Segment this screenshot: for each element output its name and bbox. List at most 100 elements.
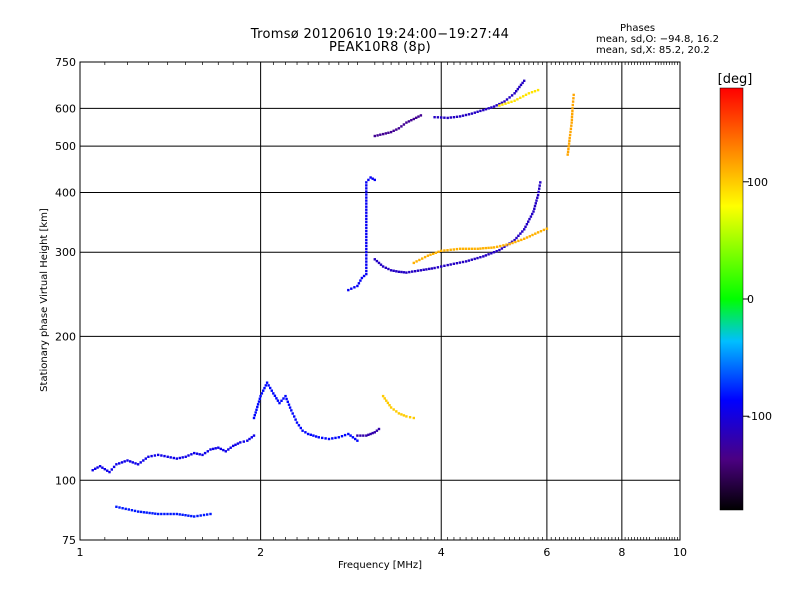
data-point [142, 459, 145, 462]
data-point [264, 384, 267, 387]
data-point [440, 116, 443, 119]
data-point [533, 90, 537, 93]
data-point [566, 150, 570, 154]
data-point [356, 439, 359, 442]
data-point [263, 386, 266, 390]
data-point [523, 79, 526, 82]
data-point [476, 256, 479, 260]
data-point [369, 432, 372, 436]
data-point [365, 272, 368, 276]
data-point [134, 462, 137, 465]
data-point [464, 247, 468, 250]
data-point [133, 509, 137, 513]
x-tick-label: 6 [543, 546, 550, 559]
data-point [415, 260, 418, 263]
data-point [446, 249, 449, 252]
data-point [309, 433, 312, 436]
data-point [402, 123, 406, 126]
data-point [324, 437, 327, 440]
data-point [449, 263, 452, 266]
data-point [484, 246, 488, 250]
data-point [571, 100, 575, 103]
data-point [349, 434, 352, 437]
data-point [250, 436, 253, 439]
data-point [365, 226, 368, 230]
data-point [163, 512, 166, 516]
data-point [234, 443, 237, 446]
data-point [359, 434, 362, 437]
y-tick-labels: 75 100 200 300 400 500 600 750 [55, 56, 76, 547]
data-point [181, 513, 184, 516]
data-point [436, 116, 440, 119]
data-point [505, 98, 509, 101]
data-point [440, 249, 443, 252]
data-point [184, 455, 187, 458]
data-point [131, 461, 134, 464]
data-point [412, 416, 415, 420]
data-point [255, 408, 258, 411]
data-point [458, 115, 462, 118]
data-point [449, 116, 452, 119]
data-point [127, 508, 130, 511]
data-point [518, 85, 521, 89]
data-point [470, 247, 473, 250]
data-point [359, 279, 362, 282]
data-point [400, 125, 403, 128]
data-point [278, 401, 281, 405]
data-point [379, 133, 382, 136]
data-point [103, 468, 106, 471]
data-point [542, 228, 546, 232]
data-point [227, 448, 230, 451]
data-point [568, 139, 571, 142]
data-point [570, 115, 574, 119]
data-point [236, 442, 240, 445]
data-point [536, 88, 540, 92]
data-point [384, 132, 387, 135]
data-point [367, 433, 370, 436]
data-point [507, 101, 510, 104]
data-point [306, 432, 310, 436]
data-point [199, 514, 202, 517]
data-point [160, 454, 163, 457]
data-point [129, 460, 132, 463]
x-tick-label: 10 [673, 546, 687, 559]
data-point [411, 270, 414, 273]
data-point [502, 244, 505, 247]
data-point [408, 416, 412, 419]
data-point [365, 269, 368, 273]
data-point [426, 254, 430, 257]
data-point [365, 251, 368, 254]
data-point [246, 439, 249, 442]
data-point [98, 465, 102, 468]
data-point [288, 406, 292, 409]
data-point [219, 447, 222, 451]
data-point [203, 451, 207, 455]
data-point [405, 271, 408, 274]
data-point [365, 211, 368, 214]
data-point [258, 397, 261, 400]
data-point [357, 282, 361, 285]
data-point [508, 242, 511, 246]
data-point [503, 245, 506, 248]
data-point [484, 254, 488, 257]
data-point [567, 145, 570, 148]
data-point [421, 257, 424, 260]
data-point [209, 448, 212, 451]
y-tick-label: 400 [55, 186, 76, 199]
data-point [504, 102, 507, 105]
data-point [513, 238, 516, 242]
data-point [418, 258, 421, 262]
data-point [101, 466, 104, 469]
data-point [419, 114, 423, 117]
data-point [538, 184, 541, 187]
data-point [408, 270, 411, 274]
data-point [254, 411, 257, 414]
data-point [136, 463, 140, 466]
data-point [334, 436, 337, 440]
plot-frame [79, 61, 681, 541]
data-point [452, 248, 455, 251]
data-point [495, 250, 498, 253]
data-point [498, 248, 501, 252]
data-point [365, 241, 368, 245]
data-point [175, 457, 178, 460]
